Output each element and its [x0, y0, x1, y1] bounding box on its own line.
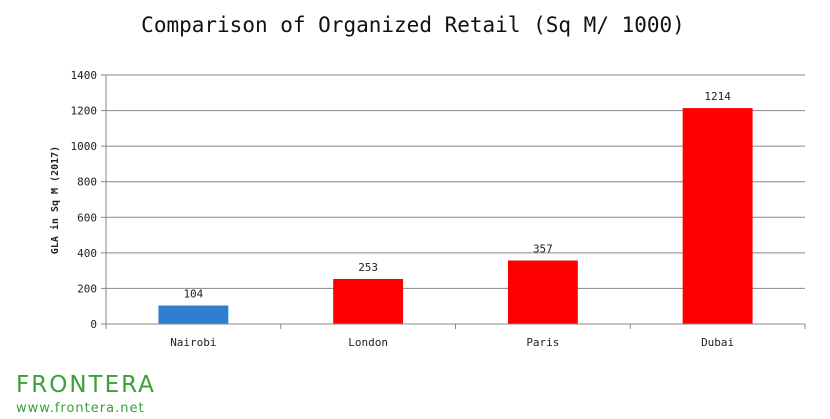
frontera-url: www.frontera.net: [16, 401, 145, 416]
y-tick-label: 800: [77, 176, 97, 189]
data-label: 253: [358, 261, 378, 274]
gridlines: [106, 74, 805, 289]
x-tick-label: London: [348, 336, 388, 349]
bar-london: [333, 279, 404, 324]
x-tick-label: Paris: [526, 336, 559, 349]
data-label: 1214: [704, 90, 731, 103]
y-axis-ticks: 0 200 400 600 800 1000 1200 1400: [71, 69, 106, 331]
chart-title: Comparison of Organized Retail (Sq M/ 10…: [141, 13, 685, 37]
y-tick-label: 0: [90, 318, 97, 331]
data-labels: 104 253 357 1214: [183, 90, 731, 300]
x-tick-label: Dubai: [701, 336, 734, 349]
y-tick-label: 1200: [71, 105, 98, 118]
data-label: 104: [183, 288, 203, 301]
frontera-logo: FRONTERA: [16, 372, 156, 398]
x-axis-ticks: Nairobi London Paris Dubai: [105, 324, 806, 349]
data-label: 357: [533, 243, 553, 256]
bar-paris: [507, 260, 578, 324]
bars: [158, 108, 753, 325]
bar-nairobi: [158, 305, 229, 324]
y-tick-label: 600: [77, 211, 97, 224]
y-tick-label: 200: [77, 282, 97, 295]
y-axis-label: GLA in Sq M (2017): [49, 146, 61, 254]
y-tick-label: 1000: [71, 140, 98, 153]
x-tick-label: Nairobi: [170, 336, 216, 349]
y-tick-label: 1400: [71, 69, 98, 82]
y-tick-label: 400: [77, 247, 97, 260]
bar-dubai: [682, 108, 753, 325]
